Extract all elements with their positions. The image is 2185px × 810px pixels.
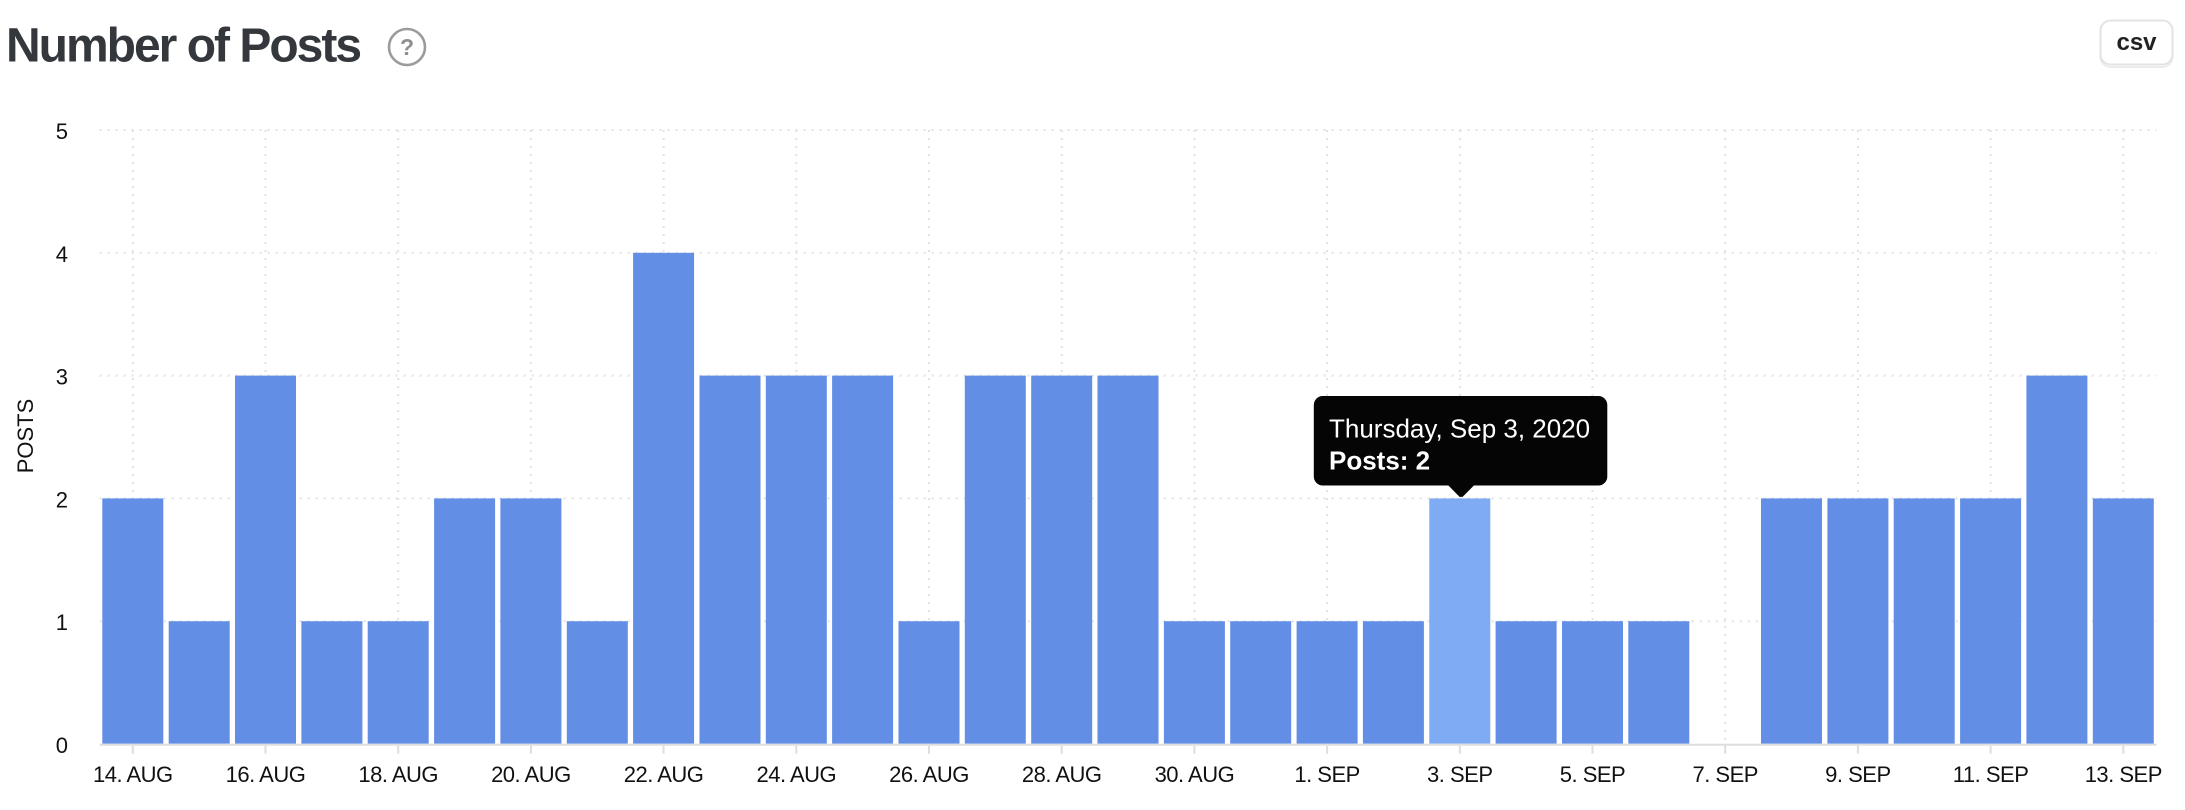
svg-text:2: 2 [56,487,68,512]
svg-text:Number of Posts: Number of Posts [6,20,360,73]
svg-text:28. AUG: 28. AUG [1022,762,1102,787]
svg-text:30. AUG: 30. AUG [1155,762,1235,787]
svg-text:16. AUG: 16. AUG [226,762,306,787]
svg-text:14. AUG: 14. AUG [93,762,173,787]
svg-text:0: 0 [56,733,68,758]
svg-text:POSTS: POSTS [13,399,38,474]
svg-text:5: 5 [56,119,68,144]
svg-text:1. SEP: 1. SEP [1294,762,1359,787]
svg-text:9. SEP: 9. SEP [1825,762,1890,787]
svg-text:22. AUG: 22. AUG [624,762,704,787]
svg-text:7. SEP: 7. SEP [1692,762,1757,787]
svg-text:4: 4 [56,242,68,267]
svg-text:?: ? [400,34,414,60]
svg-text:Posts: 2: Posts: 2 [1329,446,1430,476]
svg-text:1: 1 [56,610,68,635]
svg-text:3. SEP: 3. SEP [1427,762,1492,787]
svg-text:Thursday, Sep 3, 2020: Thursday, Sep 3, 2020 [1329,414,1590,444]
svg-text:20. AUG: 20. AUG [491,762,571,787]
svg-text:18. AUG: 18. AUG [358,762,438,787]
svg-text:13. SEP: 13. SEP [2085,762,2162,787]
svg-text:24. AUG: 24. AUG [756,762,836,787]
svg-text:26. AUG: 26. AUG [889,762,969,787]
svg-text:3: 3 [56,365,68,390]
svg-text:csv: csv [2116,29,2157,56]
svg-text:5. SEP: 5. SEP [1560,762,1625,787]
svg-text:11. SEP: 11. SEP [1953,762,2029,787]
